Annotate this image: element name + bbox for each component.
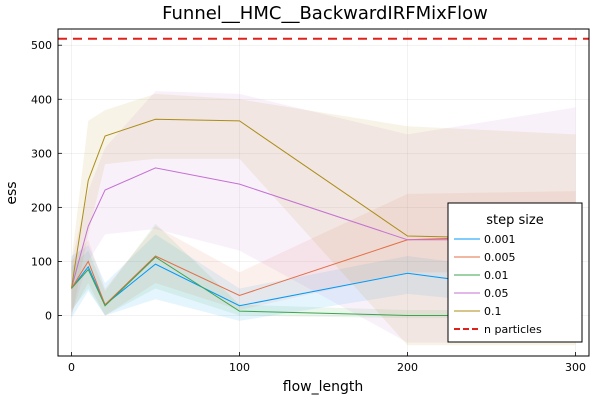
- x-tick-label: 0: [68, 361, 75, 374]
- legend-title: step size: [486, 213, 543, 228]
- legend-label-0.01: 0.01: [484, 269, 509, 282]
- legend-label-n particles: n particles: [484, 323, 542, 336]
- series-line-0.01: [71, 256, 576, 316]
- series-line-0.1: [70, 118, 576, 289]
- y-tick-label: 300: [31, 147, 52, 160]
- legend-label-0.1: 0.1: [484, 305, 502, 318]
- x-axis-label: flow_length: [283, 379, 363, 395]
- y-tick-label: 400: [31, 93, 52, 106]
- band-0.01: [71, 223, 576, 319]
- y-tick-label: 0: [45, 309, 52, 322]
- x-axis-ticks: 0 100 200 300: [68, 352, 586, 374]
- x-tick-label: 100: [229, 361, 250, 374]
- chart-title: Funnel__HMC__BackwardIRFMixFlow: [162, 3, 488, 24]
- x-tick-label: 300: [565, 361, 586, 374]
- band-0.001: [71, 234, 576, 321]
- x-tick-label: 200: [397, 361, 418, 374]
- y-tick-label: 100: [31, 255, 52, 268]
- series-lines: [70, 118, 576, 316]
- y-axis-ticks: 0 100 200 300 400 500: [31, 39, 62, 322]
- legend-label-0.05: 0.05: [484, 287, 509, 300]
- series-line-0.05: [70, 167, 576, 289]
- legend: step size 0.001 0.005 0.01 0.05 0.1 n particle…: [447, 202, 583, 343]
- y-tick-label: 500: [31, 39, 52, 52]
- legend-box: [447, 202, 583, 343]
- grid: [58, 29, 589, 356]
- series-line-0.001: [71, 263, 576, 307]
- y-axis-label: ess: [4, 181, 20, 204]
- y-tick-label: 200: [31, 201, 52, 214]
- plot-frame: [57, 28, 590, 357]
- legend-label-0.001: 0.001: [484, 233, 516, 246]
- legend-label-0.005: 0.005: [484, 251, 516, 264]
